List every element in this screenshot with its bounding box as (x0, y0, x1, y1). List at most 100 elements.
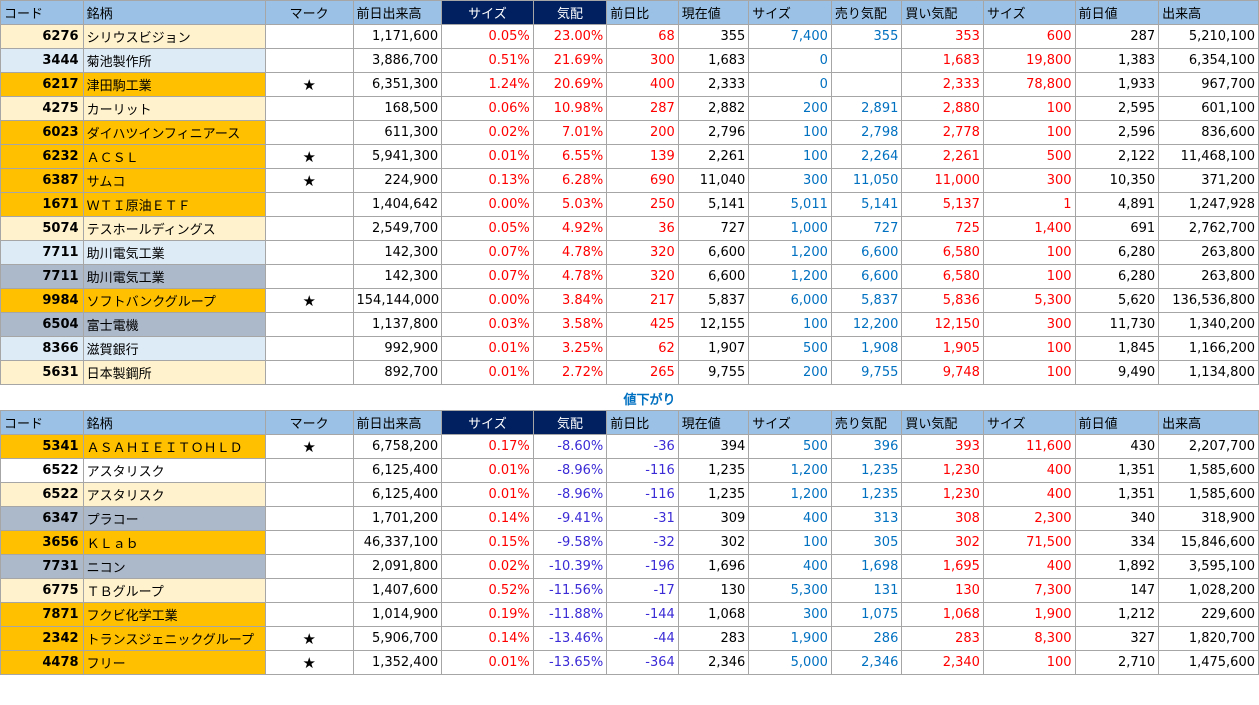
cell-name[interactable]: ダイハツインフィニアース (82, 120, 266, 145)
cell-volume[interactable]: 1,340,200 (1158, 312, 1259, 337)
col-header-prev-close[interactable]: 前日値 (1074, 0, 1160, 25)
cell-quote[interactable]: -11.88% (532, 602, 608, 627)
favorite-star-mark[interactable]: ★ (264, 144, 354, 169)
cell-ask[interactable]: 12,200 (830, 312, 903, 337)
cell-price[interactable]: 1,068 (677, 602, 750, 627)
cell-volume[interactable]: 6,354,100 (1158, 48, 1259, 73)
cell-prev-close[interactable]: 287 (1074, 24, 1160, 49)
cell-ask[interactable]: 1,908 (830, 336, 903, 361)
col-header-prev-close[interactable]: 前日値 (1074, 410, 1160, 435)
cell-name[interactable]: 助川電気工業 (82, 264, 266, 289)
cell-ask-size[interactable]: 6,000 (748, 288, 832, 313)
cell-volume[interactable]: 1,820,700 (1158, 626, 1259, 651)
cell-prev-volume[interactable]: 46,337,100 (352, 530, 443, 555)
stock-row[interactable]: 6522 アスタリスク 6,125,400 0.01% -8.96% -116 1,235 1… (0, 458, 1259, 483)
cell-prev-close[interactable]: 430 (1074, 434, 1160, 459)
cell-bid-size[interactable]: 1 (982, 192, 1076, 217)
cell-price[interactable]: 2,346 (677, 650, 750, 675)
cell-bid-size[interactable]: 600 (982, 24, 1076, 49)
cell-code[interactable]: 3656 (0, 530, 84, 555)
cell-ask-size[interactable]: 1,200 (748, 458, 832, 483)
cell-size-ratio[interactable]: 0.19% (441, 602, 534, 627)
stock-row[interactable]: 6023 ダイハツインフィニアース 611,300 0.02% 7.01% 200 2,79… (0, 120, 1259, 145)
cell-bid-size[interactable]: 100 (982, 120, 1076, 145)
col-header-size-ratio[interactable]: サイズ (441, 0, 534, 25)
favorite-star-mark[interactable]: ★ (264, 72, 354, 97)
cell-change[interactable]: 320 (606, 264, 679, 289)
col-header-ask[interactable]: 売り気配 (830, 0, 903, 25)
cell-bid[interactable]: 1,683 (901, 48, 984, 73)
cell-size-ratio[interactable]: 0.02% (441, 120, 534, 145)
cell-change[interactable]: 250 (606, 192, 679, 217)
cell-bid-size[interactable]: 100 (982, 360, 1076, 385)
cell-size-ratio[interactable]: 0.01% (441, 458, 534, 483)
cell-bid[interactable]: 9,748 (901, 360, 984, 385)
cell-size-ratio[interactable]: 0.01% (441, 482, 534, 507)
cell-volume[interactable]: 263,800 (1158, 264, 1259, 289)
cell-ask[interactable]: 131 (830, 578, 903, 603)
col-header-code[interactable]: コード (0, 0, 84, 25)
cell-ask[interactable]: 2,891 (830, 96, 903, 121)
cell-name[interactable]: カーリット (82, 96, 266, 121)
cell-volume[interactable]: 15,846,600 (1158, 530, 1259, 555)
cell-ask-size[interactable]: 0 (748, 48, 832, 73)
favorite-star-mark[interactable] (264, 530, 354, 555)
cell-price[interactable]: 5,837 (677, 288, 750, 313)
cell-prev-volume[interactable]: 1,701,200 (352, 506, 443, 531)
cell-quote[interactable]: 20.69% (532, 72, 608, 97)
cell-volume[interactable]: 136,536,800 (1158, 288, 1259, 313)
cell-prev-volume[interactable]: 2,091,800 (352, 554, 443, 579)
cell-size-ratio[interactable]: 0.06% (441, 96, 534, 121)
col-header-mark[interactable]: マーク (264, 0, 354, 25)
cell-code[interactable]: 6522 (0, 482, 84, 507)
cell-quote[interactable]: -8.96% (532, 482, 608, 507)
cell-ask[interactable]: 1,235 (830, 458, 903, 483)
cell-ask-size[interactable]: 100 (748, 530, 832, 555)
cell-name[interactable]: ＡＣＳＬ (82, 144, 266, 169)
cell-name[interactable]: ＫＬａｂ (82, 530, 266, 555)
cell-code[interactable]: 7711 (0, 264, 84, 289)
col-header-ask-size[interactable]: サイズ (748, 410, 832, 435)
favorite-star-mark[interactable] (264, 192, 354, 217)
cell-change[interactable]: 68 (606, 24, 679, 49)
cell-size-ratio[interactable]: 0.02% (441, 554, 534, 579)
cell-ask[interactable]: 396 (830, 434, 903, 459)
cell-name[interactable]: 助川電気工業 (82, 240, 266, 265)
cell-code[interactable]: 2342 (0, 626, 84, 651)
favorite-star-mark[interactable] (264, 602, 354, 627)
cell-code[interactable]: 6504 (0, 312, 84, 337)
favorite-star-mark[interactable] (264, 24, 354, 49)
cell-ask[interactable] (830, 72, 903, 97)
cell-volume[interactable]: 5,210,100 (1158, 24, 1259, 49)
favorite-star-mark[interactable] (264, 264, 354, 289)
cell-quote[interactable]: -13.65% (532, 650, 608, 675)
cell-price[interactable]: 309 (677, 506, 750, 531)
cell-ask[interactable]: 286 (830, 626, 903, 651)
stock-row[interactable]: 7711 助川電気工業 142,300 0.07% 4.78% 320 6,600 1,200… (0, 240, 1259, 265)
cell-bid-size[interactable]: 400 (982, 554, 1076, 579)
stock-row[interactable]: 1671 ＷＴＩ原油ＥＴＦ 1,404,642 0.00% 5.03% 250 5,141 5… (0, 192, 1259, 217)
cell-volume[interactable]: 1,247,928 (1158, 192, 1259, 217)
stock-row[interactable]: 6276 シリウスビジョン 1,171,600 0.05% 23.00% 68 355 7,4… (0, 24, 1259, 49)
cell-price[interactable]: 11,040 (677, 168, 750, 193)
cell-volume[interactable]: 1,475,600 (1158, 650, 1259, 675)
cell-ask-size[interactable]: 5,300 (748, 578, 832, 603)
cell-bid[interactable]: 2,778 (901, 120, 984, 145)
cell-code[interactable]: 7871 (0, 602, 84, 627)
cell-quote[interactable]: -13.46% (532, 626, 608, 651)
cell-size-ratio[interactable]: 0.51% (441, 48, 534, 73)
stock-row[interactable]: 5074 テスホールディングス 2,549,700 0.05% 4.92% 36 727 1,… (0, 216, 1259, 241)
cell-bid-size[interactable]: 19,800 (982, 48, 1076, 73)
cell-volume[interactable]: 1,028,200 (1158, 578, 1259, 603)
cell-code[interactable]: 6522 (0, 458, 84, 483)
cell-bid[interactable]: 283 (901, 626, 984, 651)
cell-code[interactable]: 5631 (0, 360, 84, 385)
cell-size-ratio[interactable]: 0.05% (441, 216, 534, 241)
stock-row[interactable]: 7711 助川電気工業 142,300 0.07% 4.78% 320 6,600 1,200… (0, 264, 1259, 289)
cell-prev-volume[interactable]: 892,700 (352, 360, 443, 385)
cell-ask-size[interactable]: 300 (748, 602, 832, 627)
cell-bid[interactable]: 5,836 (901, 288, 984, 313)
cell-volume[interactable]: 1,585,600 (1158, 458, 1259, 483)
cell-bid-size[interactable]: 100 (982, 96, 1076, 121)
cell-prev-volume[interactable]: 6,351,300 (352, 72, 443, 97)
